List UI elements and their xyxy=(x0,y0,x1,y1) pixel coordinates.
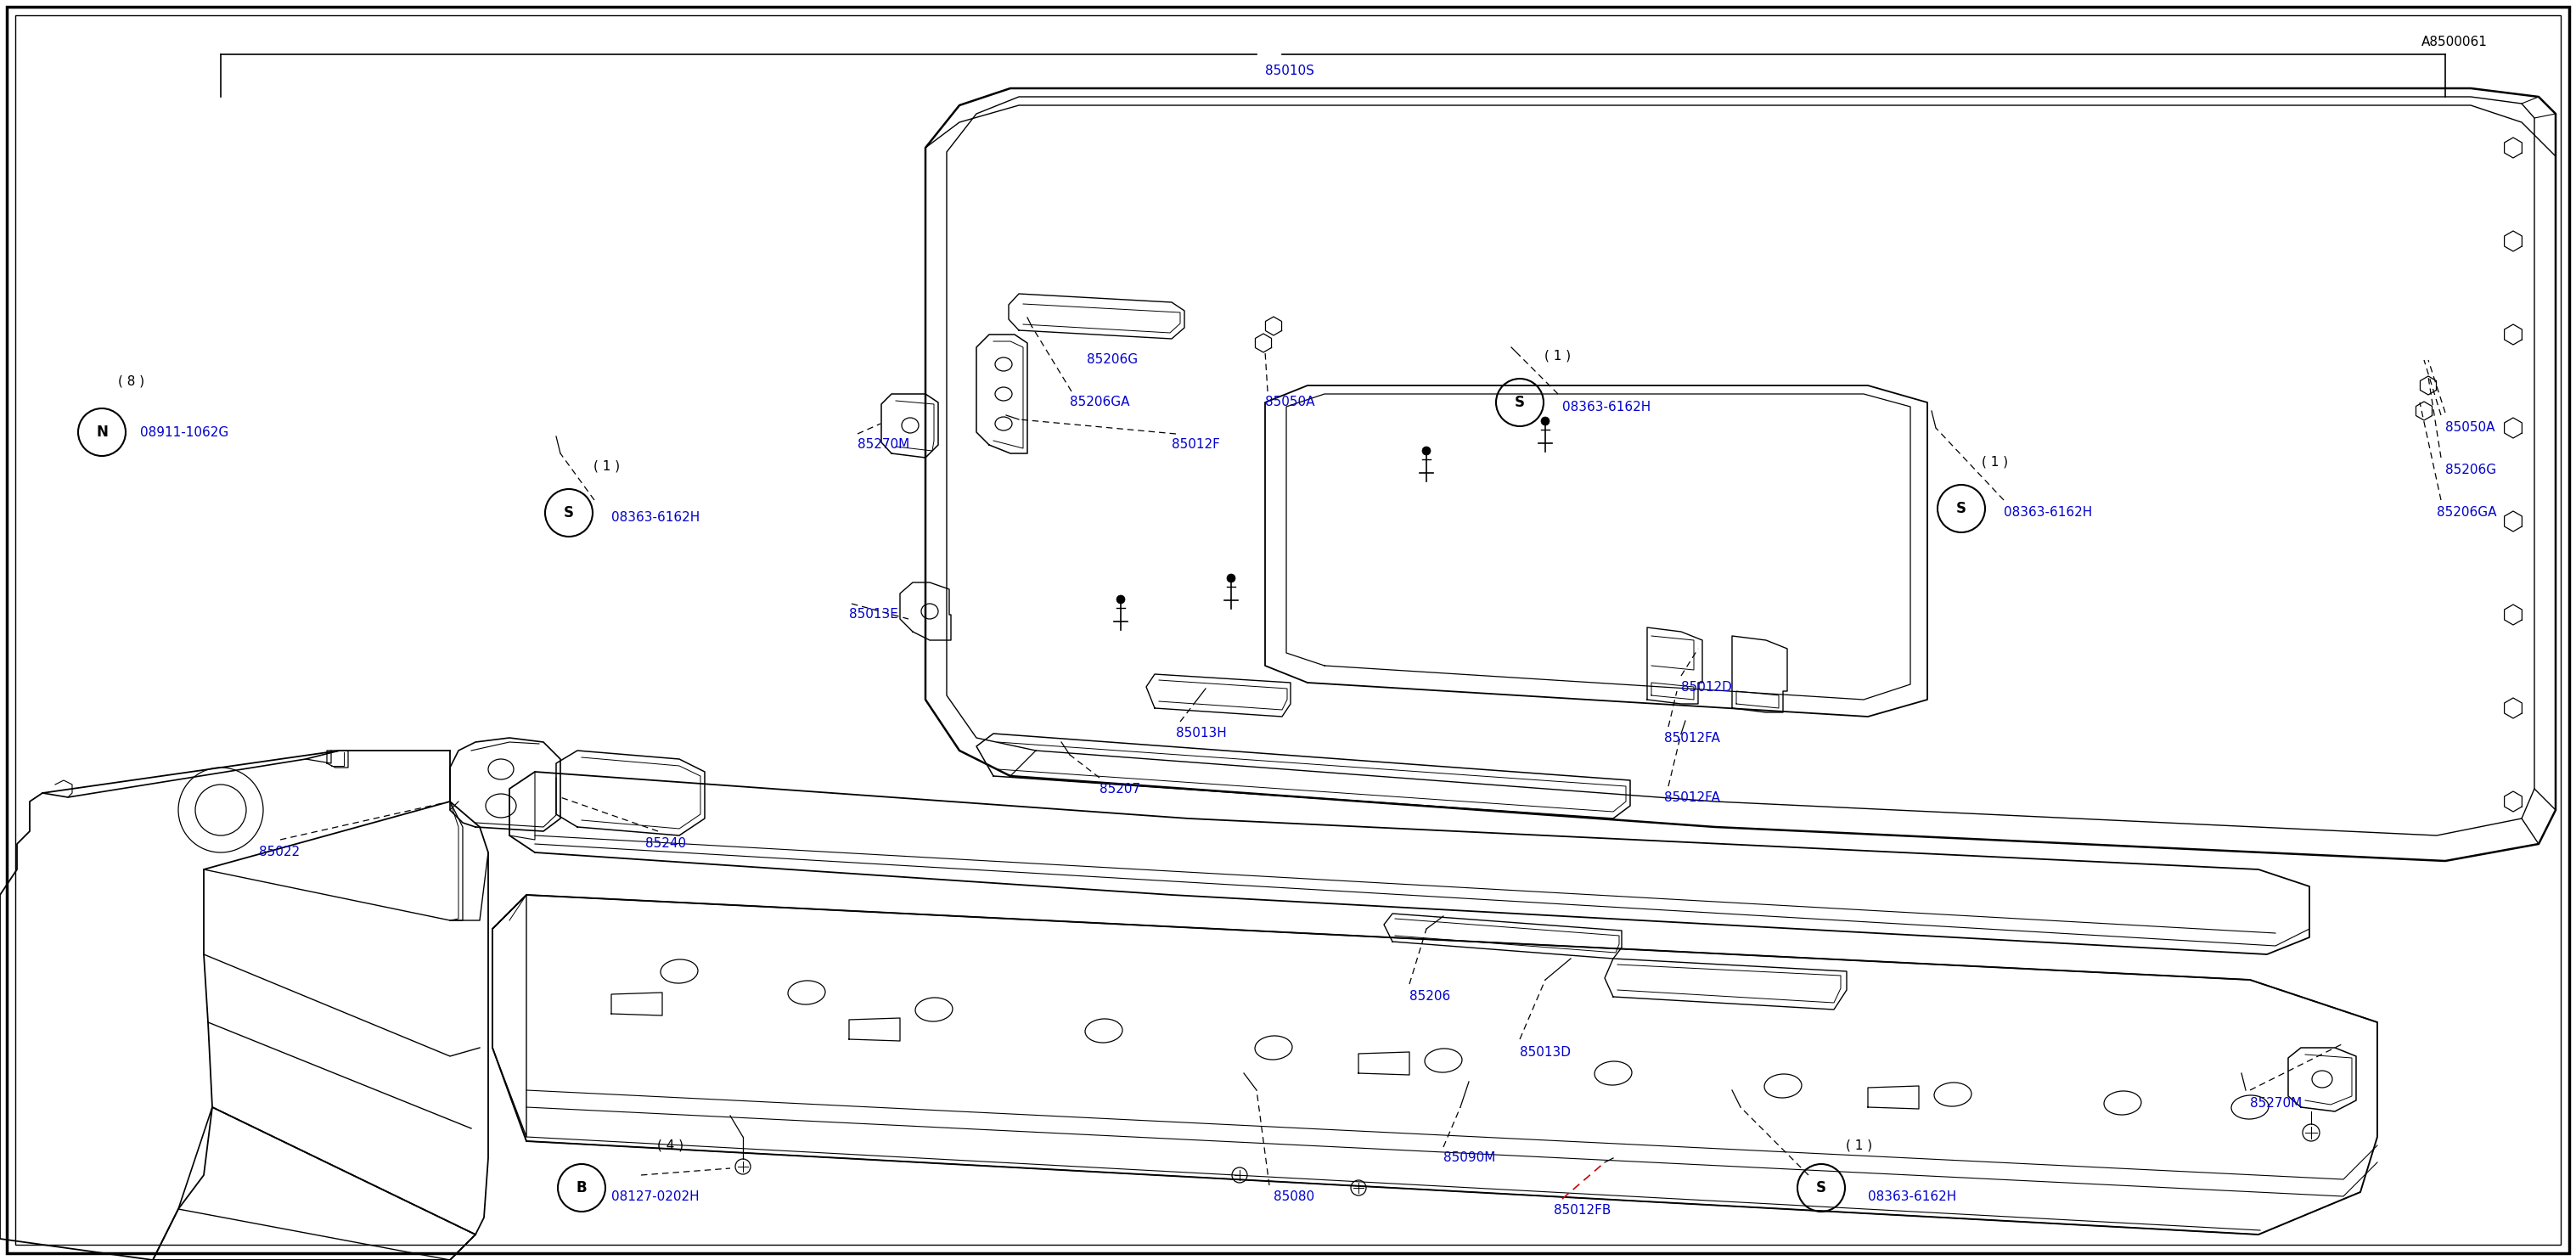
Text: ( 1 ): ( 1 ) xyxy=(1847,1139,1873,1152)
Text: 85012FA: 85012FA xyxy=(1664,791,1721,804)
Circle shape xyxy=(1422,446,1430,455)
Text: 08363-6162H: 08363-6162H xyxy=(611,510,701,523)
Text: 85206G: 85206G xyxy=(2445,464,2496,476)
Text: S: S xyxy=(1515,394,1525,410)
Text: ( 4 ): ( 4 ) xyxy=(657,1139,685,1152)
Text: 85206GA: 85206GA xyxy=(2437,507,2496,519)
Circle shape xyxy=(1115,595,1126,604)
Text: 08911-1062G: 08911-1062G xyxy=(139,426,229,438)
Text: S: S xyxy=(564,505,574,520)
Text: B: B xyxy=(577,1181,587,1196)
Text: S: S xyxy=(1955,501,1965,517)
Text: 08127-0202H: 08127-0202H xyxy=(611,1189,698,1203)
Text: ( 1 ): ( 1 ) xyxy=(1981,456,2009,469)
Circle shape xyxy=(1540,417,1551,426)
Text: 85013E: 85013E xyxy=(850,609,899,621)
Text: 85012FB: 85012FB xyxy=(1553,1205,1610,1217)
Text: 85013H: 85013H xyxy=(1175,727,1226,740)
Text: 85206GA: 85206GA xyxy=(1069,396,1131,408)
Text: ( 1 ): ( 1 ) xyxy=(1546,349,1571,362)
Text: 85206G: 85206G xyxy=(1087,354,1139,367)
Text: ( 8 ): ( 8 ) xyxy=(118,375,144,388)
Text: 85240: 85240 xyxy=(644,838,685,851)
Text: N: N xyxy=(95,425,108,440)
Text: 85090M: 85090M xyxy=(1443,1152,1497,1164)
Text: A8500061: A8500061 xyxy=(2421,35,2488,48)
Text: 85207: 85207 xyxy=(1100,782,1141,795)
Text: 85012F: 85012F xyxy=(1172,438,1221,451)
Text: 85012FA: 85012FA xyxy=(1664,732,1721,745)
Text: S: S xyxy=(1816,1181,1826,1196)
Text: 85080: 85080 xyxy=(1273,1189,1314,1203)
Text: 85012D: 85012D xyxy=(1682,680,1731,693)
Text: 85270M: 85270M xyxy=(858,438,909,451)
Text: 85022: 85022 xyxy=(260,845,299,859)
Circle shape xyxy=(1226,575,1236,582)
Text: 85206: 85206 xyxy=(1409,990,1450,1003)
Text: ( 1 ): ( 1 ) xyxy=(595,460,621,472)
Text: 85270M: 85270M xyxy=(2249,1096,2303,1109)
Text: 08363-6162H: 08363-6162H xyxy=(2004,507,2092,519)
Text: 85013D: 85013D xyxy=(1520,1046,1571,1058)
Text: 08363-6162H: 08363-6162H xyxy=(1561,401,1651,413)
Text: 85050A: 85050A xyxy=(2445,422,2496,435)
Text: 08363-6162H: 08363-6162H xyxy=(1868,1189,1955,1203)
Text: 85010S: 85010S xyxy=(1265,66,1314,78)
Text: 85050A: 85050A xyxy=(1265,396,1314,408)
